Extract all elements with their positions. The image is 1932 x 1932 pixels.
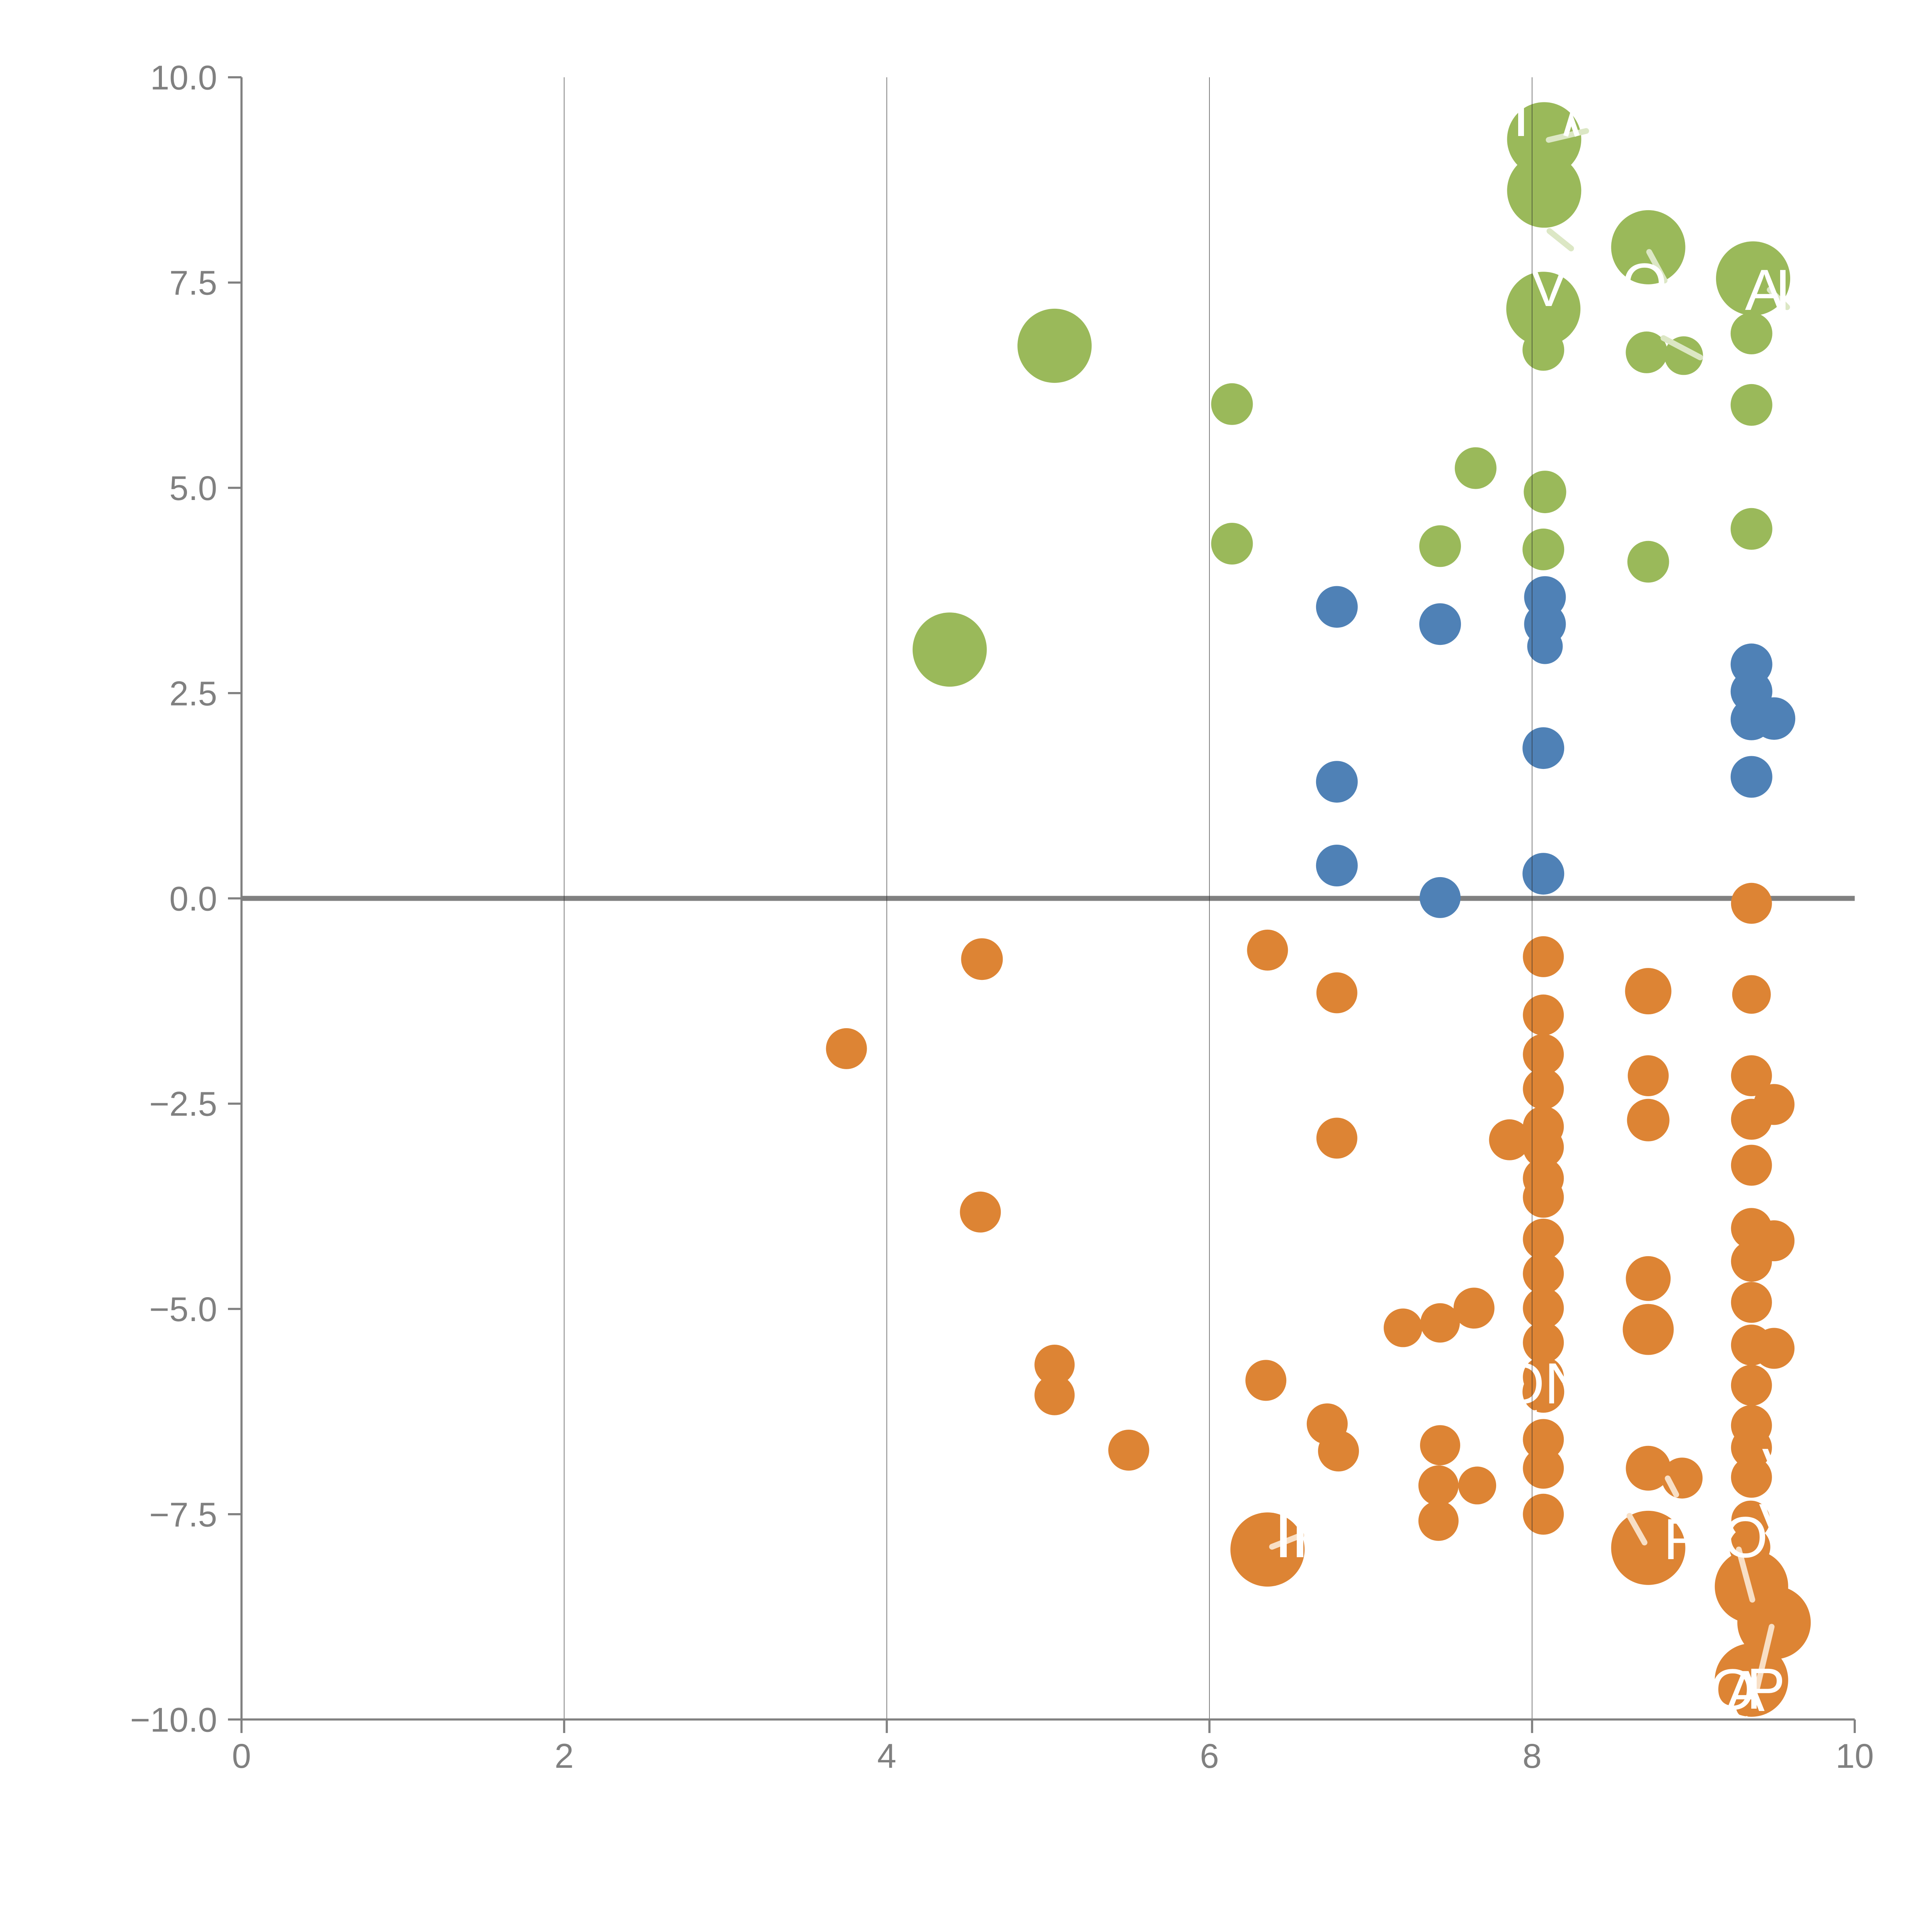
svg-text:F: F xyxy=(1663,1507,1699,1571)
svg-text:V: V xyxy=(1529,253,1568,318)
svg-text:−2.5: −2.5 xyxy=(149,1085,217,1123)
svg-text:V: V xyxy=(1762,1436,1801,1501)
svg-text:P: P xyxy=(1747,1656,1785,1721)
svg-text:4: 4 xyxy=(877,1736,896,1775)
svg-text:0: 0 xyxy=(232,1736,251,1775)
svg-text:Q: Q xyxy=(1710,1657,1755,1722)
svg-text:−7.5: −7.5 xyxy=(149,1495,217,1534)
svg-text:10.0: 10.0 xyxy=(150,58,217,97)
svg-text:0.0: 0.0 xyxy=(169,879,217,918)
svg-text:2.5: 2.5 xyxy=(169,674,217,713)
svg-text:A: A xyxy=(1745,257,1784,322)
svg-text:A: A xyxy=(1726,1658,1765,1723)
svg-text:QN: QN xyxy=(1500,1351,1587,1416)
svg-text:6: 6 xyxy=(1200,1736,1219,1775)
svg-text:−10.0: −10.0 xyxy=(130,1701,217,1739)
svg-text:I: I xyxy=(1775,257,1791,322)
svg-text:5.0: 5.0 xyxy=(169,469,217,507)
svg-text:7.5: 7.5 xyxy=(169,264,217,302)
svg-text:−5.0: −5.0 xyxy=(149,1290,217,1328)
svg-text:10: 10 xyxy=(1836,1736,1874,1775)
svg-text:O: O xyxy=(1723,1505,1768,1570)
svg-text:2: 2 xyxy=(554,1736,574,1775)
svg-text:O: O xyxy=(1622,251,1667,316)
svg-text:8: 8 xyxy=(1522,1736,1542,1775)
svg-text:V: V xyxy=(1759,1492,1798,1556)
